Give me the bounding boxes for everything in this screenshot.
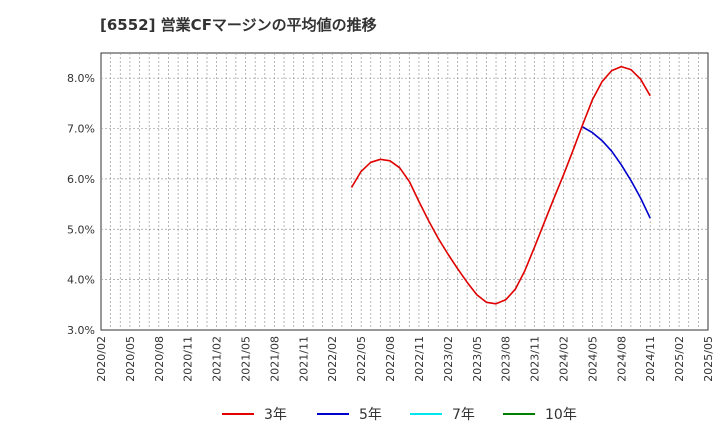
x-tick-label: 2025/02 (673, 336, 686, 382)
series-line (350, 65, 651, 305)
x-tick-label: 2023/08 (500, 336, 513, 382)
x-tick-label: 2020/11 (182, 336, 195, 382)
grid-lines (101, 53, 708, 330)
legend-label: 3年 (264, 407, 287, 423)
y-tick-label: 4.0% (67, 274, 95, 287)
x-tick-label: 2023/02 (442, 336, 455, 382)
x-tick-label: 2022/05 (355, 336, 368, 382)
x-tick-label: 2021/08 (268, 336, 281, 382)
y-tick-label: 5.0% (67, 223, 95, 236)
legend-label: 7年 (452, 407, 475, 423)
x-tick-label: 2024/05 (586, 336, 599, 382)
x-tick-label: 2023/05 (471, 336, 484, 382)
series-line (582, 126, 651, 219)
legend: 3年 5年 7年 10年 (222, 407, 577, 423)
y-tick-label: 6.0% (67, 173, 95, 186)
y-axis-ticks: 3.0% 4.0% 5.0% 6.0% 7.0% 8.0% (67, 72, 95, 337)
x-tick-label: 2022/11 (413, 336, 426, 382)
x-tick-label: 2023/11 (529, 336, 542, 382)
y-tick-label: 3.0% (67, 324, 95, 337)
legend-label: 5年 (359, 407, 382, 423)
x-tick-label: 2022/08 (384, 336, 397, 382)
y-tick-label: 7.0% (67, 123, 95, 136)
chart-title: [6552] 営業CFマージンの平均値の推移 (100, 16, 377, 34)
plot-area (100, 52, 709, 331)
series-lines (350, 65, 651, 305)
x-axis-ticks: 2020/02 2020/05 2020/08 2020/11 2021/02 2021/… (95, 336, 715, 382)
x-tick-label: 2020/05 (124, 336, 137, 382)
x-tick-label: 2025/05 (702, 336, 715, 382)
x-tick-label: 2022/02 (326, 336, 339, 382)
x-tick-label: 2021/02 (211, 336, 224, 382)
x-tick-label: 2021/11 (297, 336, 310, 382)
y-tick-label: 8.0% (67, 72, 95, 85)
legend-label: 10年 (545, 407, 577, 423)
x-tick-label: 2020/02 (95, 336, 108, 382)
x-tick-label: 2024/02 (557, 336, 570, 382)
x-tick-label: 2021/05 (240, 336, 253, 382)
x-tick-label: 2020/08 (153, 336, 166, 382)
x-tick-label: 2024/11 (644, 336, 657, 382)
x-tick-label: 2024/08 (615, 336, 628, 382)
